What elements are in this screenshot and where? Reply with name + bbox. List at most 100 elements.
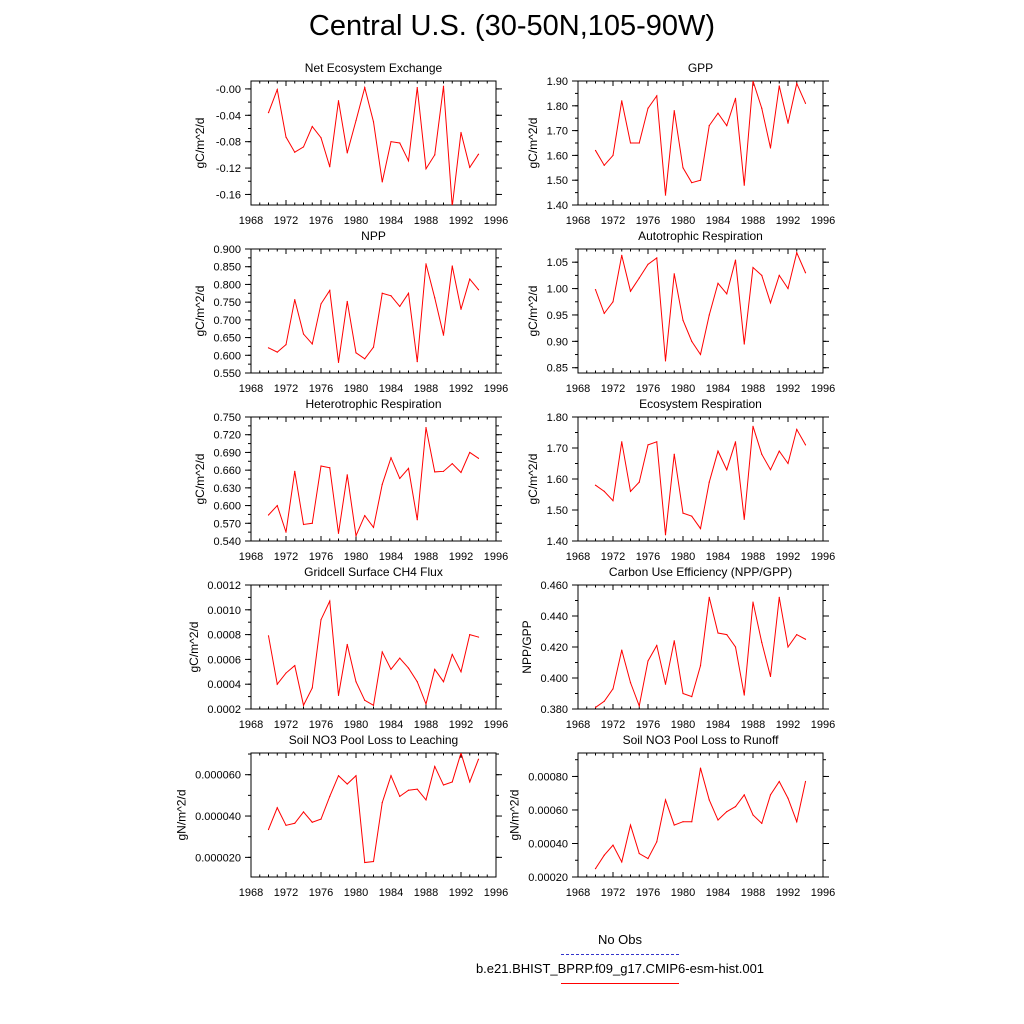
data-point [804, 780, 807, 783]
y-tick-label: 0.00060 [528, 805, 568, 817]
y-axis-label: gC/m^2/d [526, 454, 540, 505]
chart-title: NPP [361, 229, 386, 243]
data-point [761, 453, 763, 455]
data-point [603, 490, 605, 492]
data-point [399, 657, 401, 659]
y-tick-label: 0.600 [213, 350, 241, 362]
x-tick-label: 1992 [449, 551, 473, 563]
data-point [761, 107, 763, 109]
data-point [769, 675, 772, 678]
data-point [311, 687, 313, 689]
x-tick-label: 1996 [811, 383, 835, 395]
y-axis-label: NPP/GPP [520, 620, 534, 673]
y-tick-label: 0.800 [213, 279, 241, 291]
data-point [787, 462, 789, 465]
x-tick-label: 1992 [776, 215, 800, 227]
data-point [329, 600, 331, 602]
data-point [761, 274, 763, 276]
x-tick-label: 1976 [636, 551, 660, 563]
data-point [682, 512, 684, 514]
data-point [302, 146, 305, 148]
data-point [603, 854, 605, 856]
series-line [595, 81, 806, 196]
y-tick-label: 0.550 [213, 368, 241, 380]
y-tick-label: 0.850 [213, 262, 241, 274]
y-tick-label: 1.70 [547, 443, 568, 455]
data-point [629, 490, 632, 492]
data-point [302, 811, 305, 813]
legend-label-no-obs: No Obs [597, 932, 643, 947]
data-point [346, 643, 348, 646]
data-point [629, 682, 632, 684]
x-tick-label: 1988 [414, 719, 438, 731]
data-point [638, 481, 640, 483]
data-point [434, 471, 436, 473]
x-tick-label: 1968 [239, 887, 263, 899]
x-tick-label: 1984 [379, 887, 403, 899]
x-tick-label: 1980 [344, 887, 368, 899]
data-point [407, 467, 410, 469]
data-point [699, 353, 702, 356]
data-point [434, 297, 436, 299]
data-point [734, 97, 737, 99]
chart-title: Net Ecosystem Exchange [305, 61, 443, 75]
data-point [796, 634, 798, 636]
data-point [469, 634, 471, 636]
x-tick-label: 1996 [484, 383, 508, 395]
data-point [416, 519, 418, 521]
y-tick-label: 0.00040 [528, 838, 568, 850]
data-point [743, 518, 745, 520]
data-point [346, 300, 348, 303]
y-tick-label: 0.0006 [207, 654, 241, 666]
chart-gpp: GPP 1968 1972 1976 1980 1984 1988 1992 1996 1.90 1… [526, 61, 835, 227]
data-point [621, 861, 623, 863]
data-point [629, 824, 632, 826]
data-point [320, 619, 322, 621]
y-axis-label: gC/m^2/d [193, 286, 207, 337]
data-point [337, 361, 340, 363]
x-tick-label: 1988 [741, 719, 765, 731]
data-point [337, 775, 340, 777]
y-tick-label: 1.80 [547, 101, 568, 113]
data-point [276, 88, 278, 91]
y-tick-label: 0.540 [213, 536, 241, 548]
data-point [399, 477, 401, 480]
x-tick-label: 1984 [706, 887, 730, 899]
x-tick-label: 1972 [601, 719, 625, 731]
x-tick-label: 1976 [309, 383, 333, 395]
x-tick-label: 1988 [414, 215, 438, 227]
data-point [364, 358, 366, 360]
y-tick-label: 0.630 [213, 483, 241, 495]
data-point [355, 535, 357, 537]
data-point [804, 102, 807, 104]
chart-title: Gridcell Surface CH4 Flux [304, 565, 443, 579]
data-point [594, 289, 597, 291]
x-tick-label: 1972 [601, 551, 625, 563]
x-tick-label: 1976 [309, 887, 333, 899]
data-point [407, 789, 410, 791]
data-point [726, 634, 728, 636]
page-title: Central U.S. (30-50N,105-90W) [308, 10, 716, 42]
data-point [708, 799, 710, 801]
data-point [787, 122, 789, 124]
data-point [267, 514, 270, 516]
y-tick-label: 0.90 [547, 336, 568, 348]
data-point [364, 861, 366, 864]
chart-net-ecosystem-exchange: Net Ecosystem Exchange 1968 1972 1976 1980 19… [193, 61, 508, 227]
x-tick-label: 1968 [566, 551, 590, 563]
data-point [381, 292, 383, 294]
y-axis-label: gC/m^2/d [193, 454, 207, 505]
y-tick-label: 0.420 [540, 642, 568, 654]
data-point [381, 802, 383, 804]
y-tick-label: 1.40 [547, 200, 568, 212]
data-point [477, 636, 480, 638]
x-tick-label: 1972 [274, 383, 298, 395]
data-point [276, 807, 278, 809]
y-tick-label: 0.0012 [207, 580, 241, 592]
data-point [778, 780, 780, 783]
y-tick-label: -0.08 [216, 137, 241, 149]
data-point [355, 681, 357, 683]
y-tick-label: 1.50 [547, 175, 568, 187]
series-line [595, 426, 806, 535]
data-point [673, 273, 675, 275]
